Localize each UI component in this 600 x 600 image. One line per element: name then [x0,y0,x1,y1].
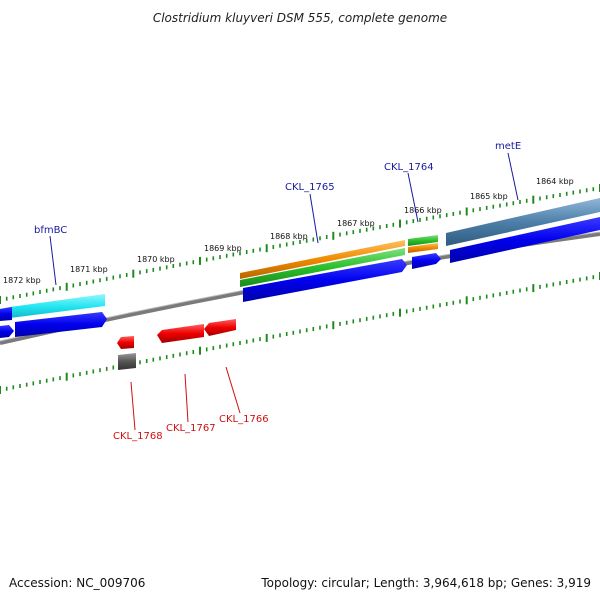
callout-line-bfmBC [49,235,57,286]
cds-arrow-far-left-lower[interactable] [0,325,14,338]
scale-label-1866: 1866 kbp [404,206,442,215]
scale-label-1867: 1867 kbp [337,219,375,228]
scale-label-1868: 1868 kbp [270,232,308,241]
upper-tick-ring [0,184,600,304]
gene-label-ckl1768[interactable]: CKL_1768 [113,431,163,442]
callout-line-ckl1765 [309,193,319,244]
gene-bar-bfmBC[interactable] [0,294,105,320]
gene-bar-ckl1764-orange[interactable] [408,243,438,253]
cds-arrow-ckl1764[interactable] [412,253,441,269]
scale-label-1865: 1865 kbp [470,192,508,201]
gene-bar-metE[interactable] [446,198,600,246]
rev-gene-ckl1767[interactable] [157,324,204,343]
lower-tick-ring [0,272,600,394]
map-title: Clostridium kluyveri DSM 555, complete g… [153,11,447,25]
rev-gene-ckl1766[interactable] [204,319,236,336]
callout-line-metE [507,152,519,201]
callout-line-ckl1764 [407,172,419,223]
gene-bar-ckl1765-green[interactable] [240,248,405,287]
gene-label-ckl1766[interactable]: CKL_1766 [219,414,269,425]
scale-label-1872: 1872 kbp [3,276,41,285]
scale-label-1871: 1871 kbp [70,265,108,274]
callout-line-ckl1768 [130,381,136,431]
callout-line-ckl1766 [225,366,241,414]
gene-label-metE[interactable]: metE [495,141,521,152]
topology-text: Topology: circular; Length: 3,964,618 bp… [260,576,591,590]
cds-arrow-metE[interactable] [450,217,600,263]
accession-text: Accession: NC_009706 [9,576,145,590]
scale-label-1869: 1869 kbp [204,244,242,253]
cds-arrow-far-left-upper[interactable] [0,307,12,321]
rev-gene-ckl1768-gray[interactable] [118,353,136,370]
cds-arrow-ckl1765[interactable] [243,259,407,302]
rev-gene-ckl1768-red[interactable] [117,336,134,349]
gene-label-bfmBC[interactable]: bfmBC [34,225,67,236]
scale-label-1870: 1870 kbp [137,255,175,264]
gene-label-ckl1765[interactable]: CKL_1765 [285,182,335,193]
gene-label-ckl1764[interactable]: CKL_1764 [384,162,434,173]
gene-label-ckl1767[interactable]: CKL_1767 [166,423,216,434]
gene-bar-ckl1764-green[interactable] [408,235,438,246]
callout-line-ckl1767 [184,373,189,423]
cds-arrow-bfmBC[interactable] [15,312,107,337]
scale-label-1864: 1864 kbp [536,177,574,186]
gene-bar-ckl1765-orange[interactable] [240,240,405,279]
